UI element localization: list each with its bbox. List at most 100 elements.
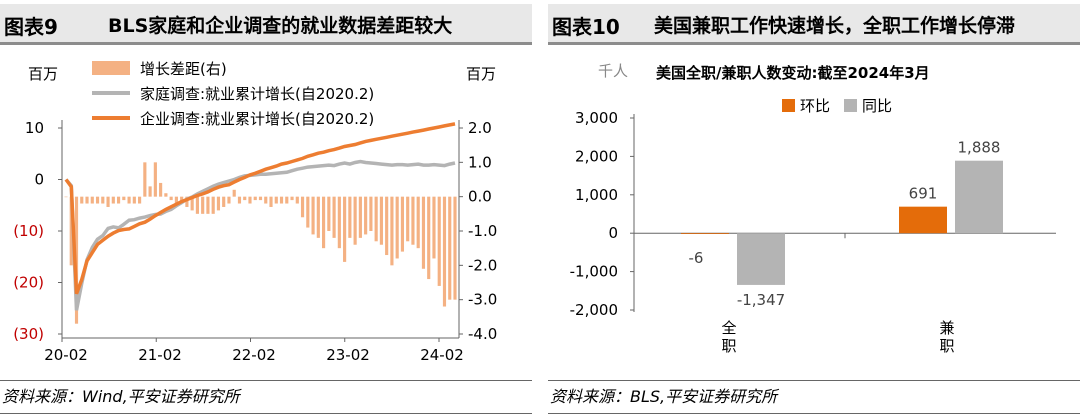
right-axis-unit: 百万 xyxy=(466,65,496,83)
gap-bar xyxy=(116,196,121,204)
gap-bar xyxy=(148,186,152,197)
gap-bar xyxy=(390,196,394,266)
figure-10-number: 图表10 xyxy=(552,15,620,39)
gap-bar xyxy=(311,196,315,235)
gap-bar xyxy=(95,196,100,204)
gap-bar xyxy=(358,196,362,238)
bar-mom xyxy=(681,233,729,234)
y-tick-label: 3,000 xyxy=(575,109,618,127)
bar-yoy xyxy=(955,160,1003,234)
y-tick-label: 0 xyxy=(608,224,618,242)
gap-bar xyxy=(138,196,142,204)
gap-bar xyxy=(243,196,247,201)
y-tick-label: -1,000 xyxy=(570,263,618,281)
x-tick-label: 20-02 xyxy=(44,346,88,364)
gap-bar xyxy=(227,196,231,204)
gap-bar xyxy=(101,196,105,204)
gap-bar xyxy=(80,196,84,204)
x-tick-label: 24-02 xyxy=(420,346,464,364)
gap-bar xyxy=(427,196,431,280)
figure-9-chart: 百万 百万 10 0 (10) (20) (30) 2.0 1.0 0.0 -1.0 -2.0 -3.0… xyxy=(13,60,497,364)
legend-label-0: 增长差距(右) xyxy=(140,60,227,78)
right-chart-unit: 千人 xyxy=(598,62,628,80)
gap-bar xyxy=(122,196,126,201)
x-tick-label: 21-02 xyxy=(138,346,182,364)
category-label-char: 全 xyxy=(721,319,736,337)
legend-swatch-yoy xyxy=(844,99,857,112)
gap-bar xyxy=(337,196,341,249)
right-y-tick-label: 2.0 xyxy=(468,119,492,137)
left-y-tick-label: 0 xyxy=(34,171,44,189)
gap-bar xyxy=(195,196,199,214)
gap-bar xyxy=(69,196,73,266)
right-y-tick-label: -4.0 xyxy=(468,325,497,343)
gap-bar xyxy=(343,196,347,262)
data-label: 1,888 xyxy=(958,139,1001,157)
left-axis-unit: 百万 xyxy=(28,65,58,83)
data-label: -1,347 xyxy=(737,291,785,309)
y-tick-label: 2,000 xyxy=(575,147,618,165)
gap-bar xyxy=(379,196,383,245)
legend-label-mom: 环比 xyxy=(800,97,830,115)
figure-10-title: 美国兼职工作快速增长，全职工作增长停滞 xyxy=(654,15,1016,37)
gap-bar xyxy=(127,196,131,204)
gap-bar xyxy=(274,196,278,204)
gap-bar xyxy=(90,196,94,204)
gap-bar xyxy=(369,196,373,231)
gap-bar xyxy=(316,196,320,238)
figure-10-title-bar: 图表10 美国兼职工作快速增长，全职工作增长停滞 xyxy=(548,4,1080,45)
legend-swatch-mom xyxy=(782,99,795,112)
data-label: -6 xyxy=(689,249,704,267)
y-tick-label: 1,000 xyxy=(575,186,618,204)
gap-bar xyxy=(306,196,310,228)
gap-bar xyxy=(332,196,336,238)
left-y-tick-label: (30) xyxy=(13,325,44,343)
gap-bar xyxy=(164,193,168,197)
gap-bar xyxy=(153,162,157,197)
gap-bar xyxy=(222,196,226,207)
gap-bar xyxy=(322,196,326,249)
gap-bar xyxy=(364,196,368,235)
y-tick-label: -2,000 xyxy=(570,301,618,319)
gap-bar xyxy=(285,196,289,204)
figure-9-title-bar: 图表9 BLS家庭和企业调查的就业数据差距较大 xyxy=(0,4,532,45)
gap-bar xyxy=(64,196,68,198)
figure-9-panel: 图表9 BLS家庭和企业调查的就业数据差距较大 百万 百万 10 0 (10) (20) (… xyxy=(0,0,532,418)
gap-bar xyxy=(143,162,147,197)
gap-bar xyxy=(279,196,284,204)
gap-bar xyxy=(385,196,389,256)
category-label-char: 兼 xyxy=(939,319,954,337)
figure-9-source: 资料来源：Wind,平安证券研究所 xyxy=(0,380,532,414)
gap-bar xyxy=(295,196,299,204)
left-y-tick-label: (10) xyxy=(13,222,44,240)
bar-yoy xyxy=(737,233,785,285)
household-survey-line xyxy=(64,159,456,311)
data-label: 691 xyxy=(909,185,938,203)
gap-bar xyxy=(169,196,173,201)
gap-bar xyxy=(348,196,352,238)
bar-mom xyxy=(899,206,947,234)
gap-bar xyxy=(374,196,378,242)
gap-bar xyxy=(327,196,331,231)
right-chart-title: 美国全职/兼职人数变动:截至2024年3月 xyxy=(656,64,930,82)
gap-bar xyxy=(395,196,399,259)
gap-bar xyxy=(206,196,210,214)
gap-bar xyxy=(237,196,242,204)
left-y-tick-label: 10 xyxy=(25,119,44,137)
gap-bar xyxy=(132,196,136,204)
gap-bar xyxy=(216,196,221,211)
gap-bar xyxy=(411,196,415,245)
gap-bar xyxy=(442,196,447,307)
gap-bar xyxy=(111,196,115,204)
gap-bar xyxy=(85,196,89,204)
gap-bar xyxy=(353,196,357,245)
gap-bar xyxy=(211,196,215,214)
gap-bar xyxy=(453,196,457,300)
gap-bar xyxy=(432,196,436,259)
category-label-char: 职 xyxy=(721,337,736,355)
gap-bar xyxy=(190,196,194,211)
gap-bar xyxy=(437,196,441,286)
x-tick-label: 23-02 xyxy=(326,346,370,364)
gap-bar xyxy=(269,196,273,207)
